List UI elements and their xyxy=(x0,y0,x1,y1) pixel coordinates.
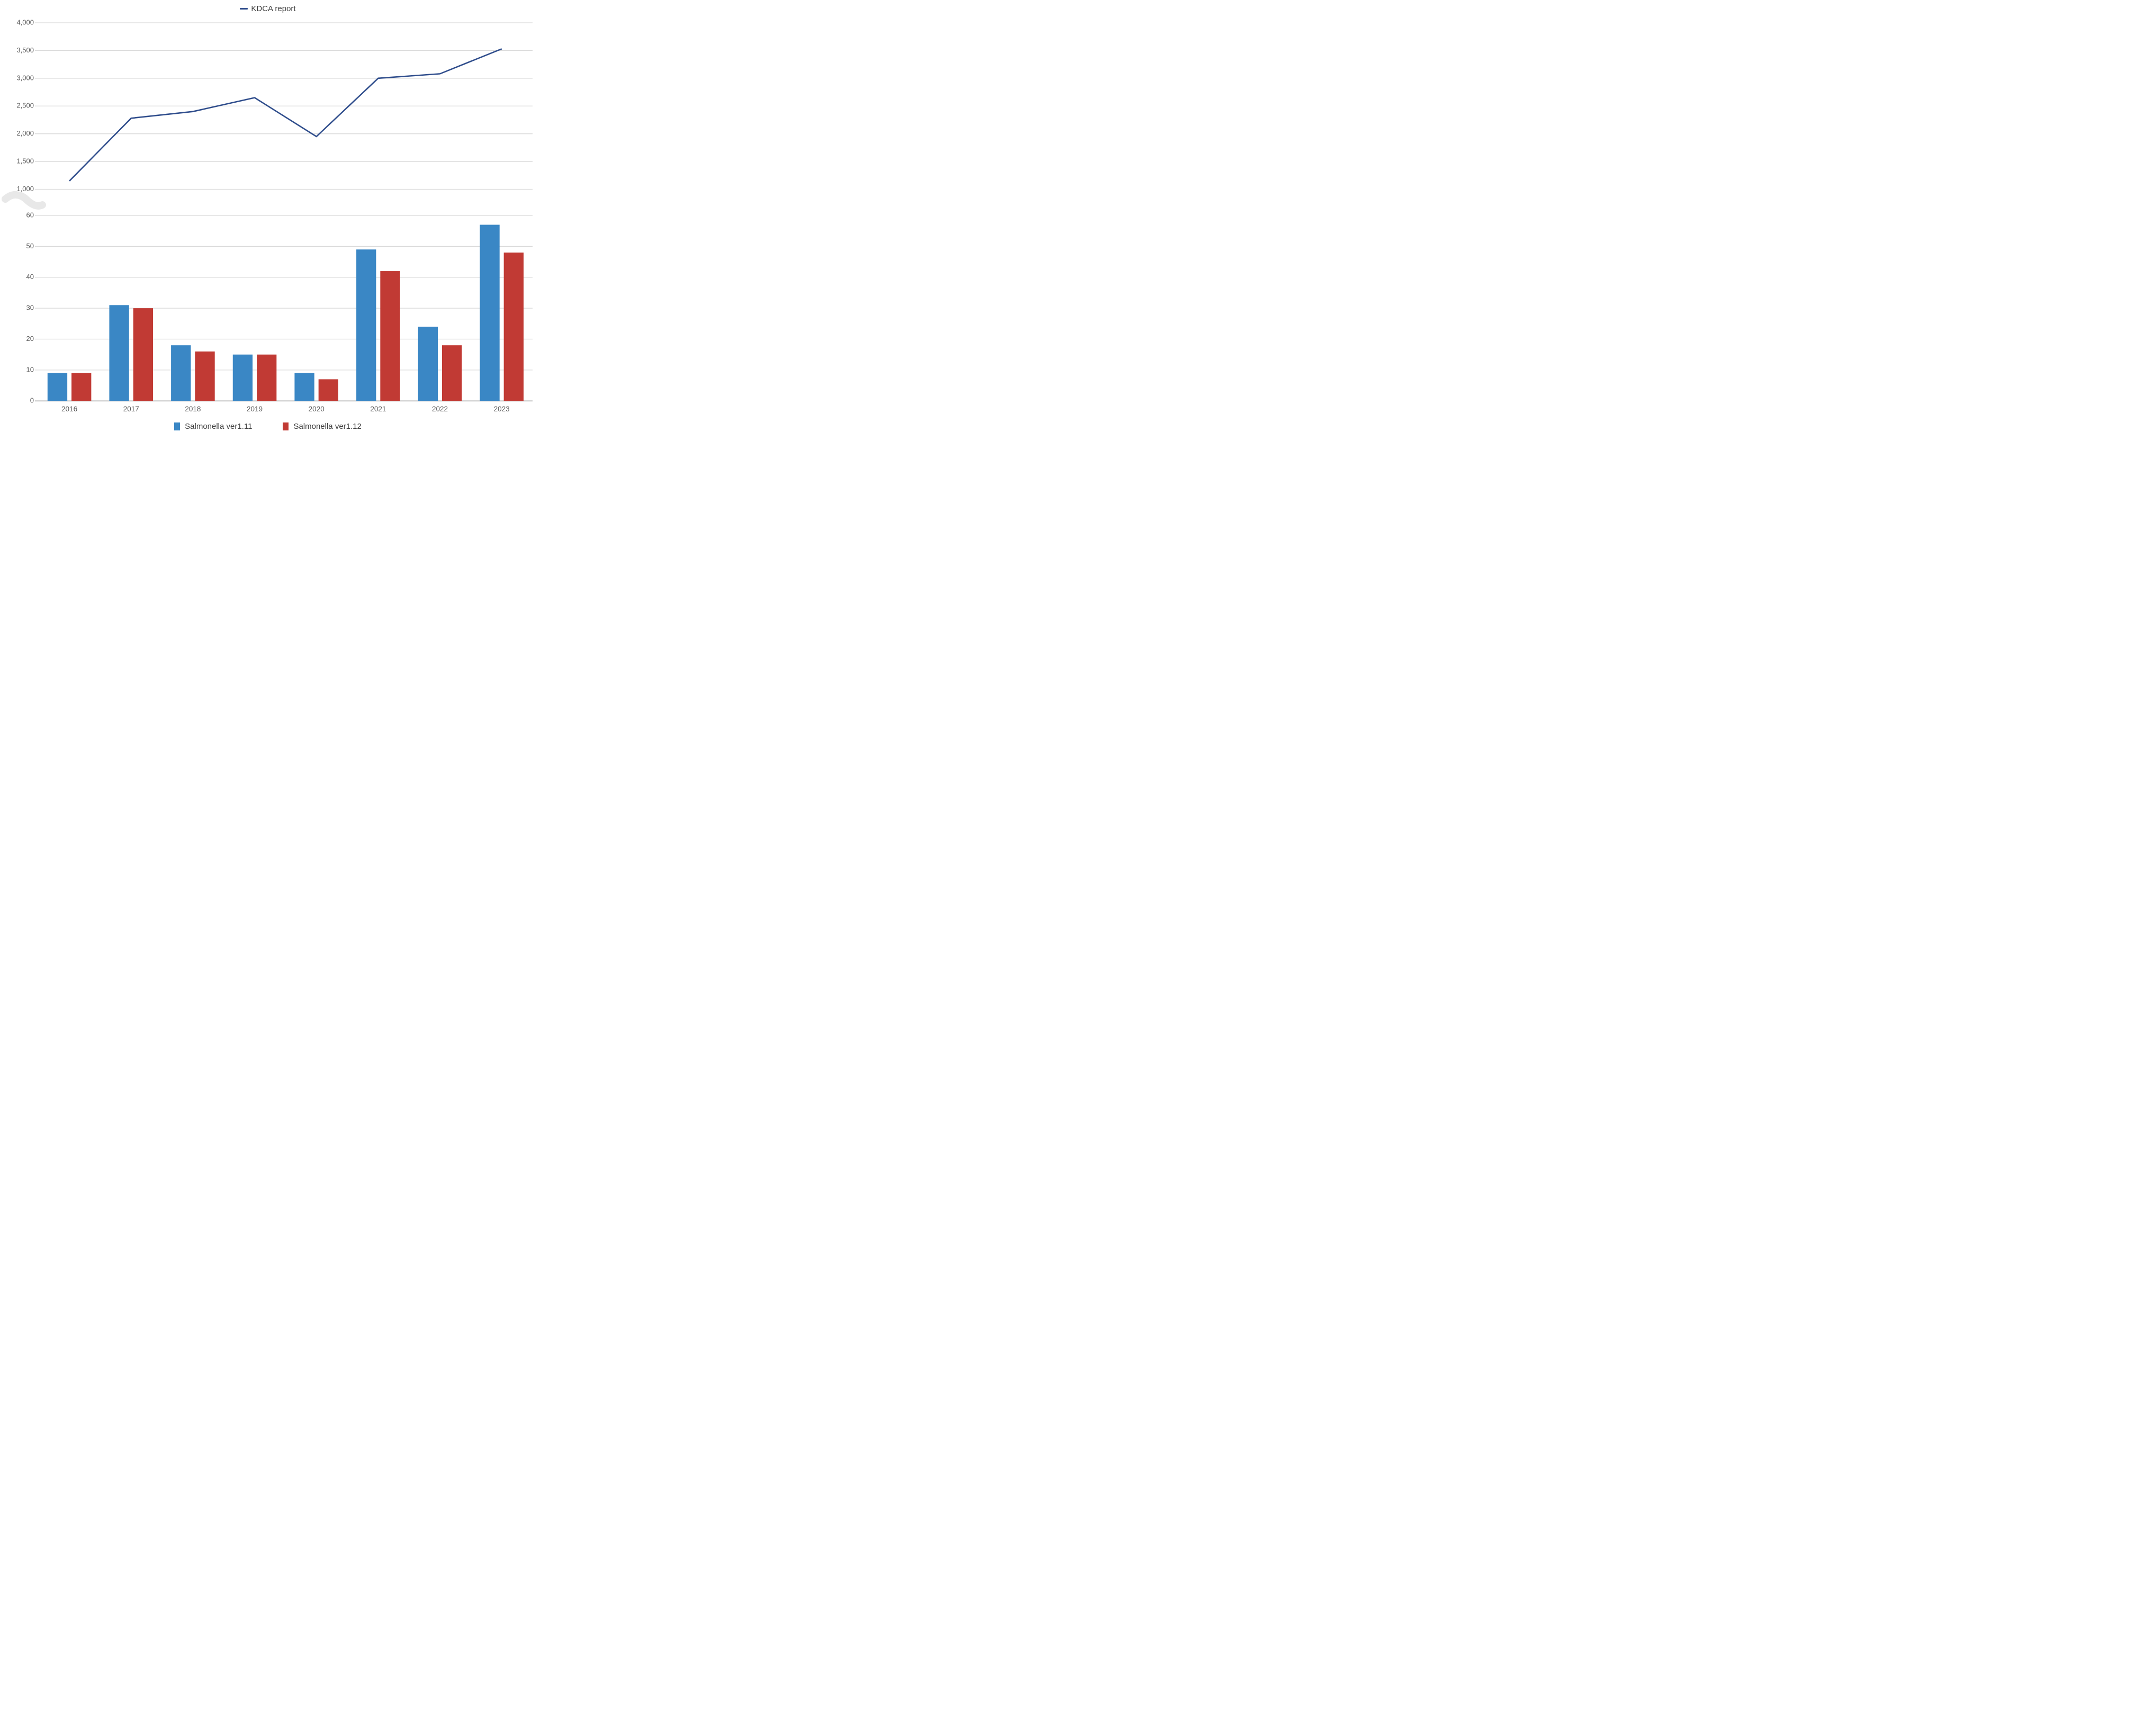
line-series-legend-label: KDCA report xyxy=(251,4,296,13)
ytick-bottom-60: 60 xyxy=(26,211,34,219)
ytick-bottom-50: 50 xyxy=(26,242,34,250)
bar-2019-Salmonella-ver1.12 xyxy=(257,354,277,401)
ytick-bottom-10: 10 xyxy=(26,365,34,373)
xtick-2018: 2018 xyxy=(185,405,201,413)
line-marker-icon xyxy=(240,8,248,10)
xtick-2016: 2016 xyxy=(61,405,77,413)
ytick-top-3,500: 3,500 xyxy=(16,46,34,54)
ytick-bottom-0: 0 xyxy=(30,397,34,404)
bar-2021-Salmonella-ver1.11 xyxy=(356,249,376,401)
bar-series-legend: Salmonella ver1.11 Salmonella ver1.12 xyxy=(0,422,536,431)
xtick-2021: 2021 xyxy=(370,405,386,413)
bar-2020-Salmonella-ver1.11 xyxy=(294,373,314,401)
ytick-top-2,000: 2,000 xyxy=(16,129,34,137)
bar-2019-Salmonella-ver1.11 xyxy=(232,354,253,401)
bar-2018-Salmonella-ver1.11 xyxy=(171,345,191,401)
ytick-top-2,500: 2,500 xyxy=(16,102,34,110)
chart-canvas: KDCA report 1,000 1,500 2,000 2,500 3,000 3,5… xyxy=(0,0,536,434)
legend-item-ver112: Salmonella ver1.12 xyxy=(283,422,362,431)
xtick-2023: 2023 xyxy=(494,405,510,413)
ytick-bottom-20: 20 xyxy=(26,335,34,343)
line-series-legend: KDCA report xyxy=(0,4,536,13)
xtick-2019: 2019 xyxy=(247,405,263,413)
ytick-top-4,000: 4,000 xyxy=(16,18,34,26)
bar-2017-Salmonella-ver1.12 xyxy=(133,308,154,401)
legend-item-ver111: Salmonella ver1.11 xyxy=(174,422,252,431)
ytick-bottom-30: 30 xyxy=(26,304,34,312)
bar-2016-Salmonella-ver1.11 xyxy=(47,373,68,401)
bar-2022-Salmonella-ver1.11 xyxy=(418,327,438,401)
xtick-2017: 2017 xyxy=(123,405,139,413)
bar-2016-Salmonella-ver1.12 xyxy=(71,373,92,401)
bar-2022-Salmonella-ver1.12 xyxy=(442,345,462,401)
ytick-top-1,000: 1,000 xyxy=(16,185,34,193)
chart-svg: 1,000 1,500 2,000 2,500 3,000 3,500 4,000 0 10 20… xyxy=(2,18,533,413)
line-series-KDCA-report xyxy=(69,48,502,182)
ytick-bottom-40: 40 xyxy=(26,273,34,281)
bar-2023-Salmonella-ver1.12 xyxy=(503,253,524,401)
ytick-top-1,500: 1,500 xyxy=(16,157,34,165)
legend-swatch-ver112-icon xyxy=(283,422,289,430)
legend-label-ver112: Salmonella ver1.12 xyxy=(293,422,362,431)
bar-2018-Salmonella-ver1.12 xyxy=(195,351,215,401)
bar-2023-Salmonella-ver1.11 xyxy=(480,224,500,401)
xtick-2022: 2022 xyxy=(432,405,448,413)
bar-2020-Salmonella-ver1.12 xyxy=(318,379,338,401)
legend-label-ver111: Salmonella ver1.11 xyxy=(185,422,253,431)
axis-break-icon xyxy=(2,191,46,210)
bar-2017-Salmonella-ver1.11 xyxy=(109,305,129,401)
legend-swatch-ver111-icon xyxy=(174,422,181,430)
ytick-top-3,000: 3,000 xyxy=(16,74,34,82)
xtick-2020: 2020 xyxy=(309,405,325,413)
bar-2021-Salmonella-ver1.12 xyxy=(380,271,400,401)
